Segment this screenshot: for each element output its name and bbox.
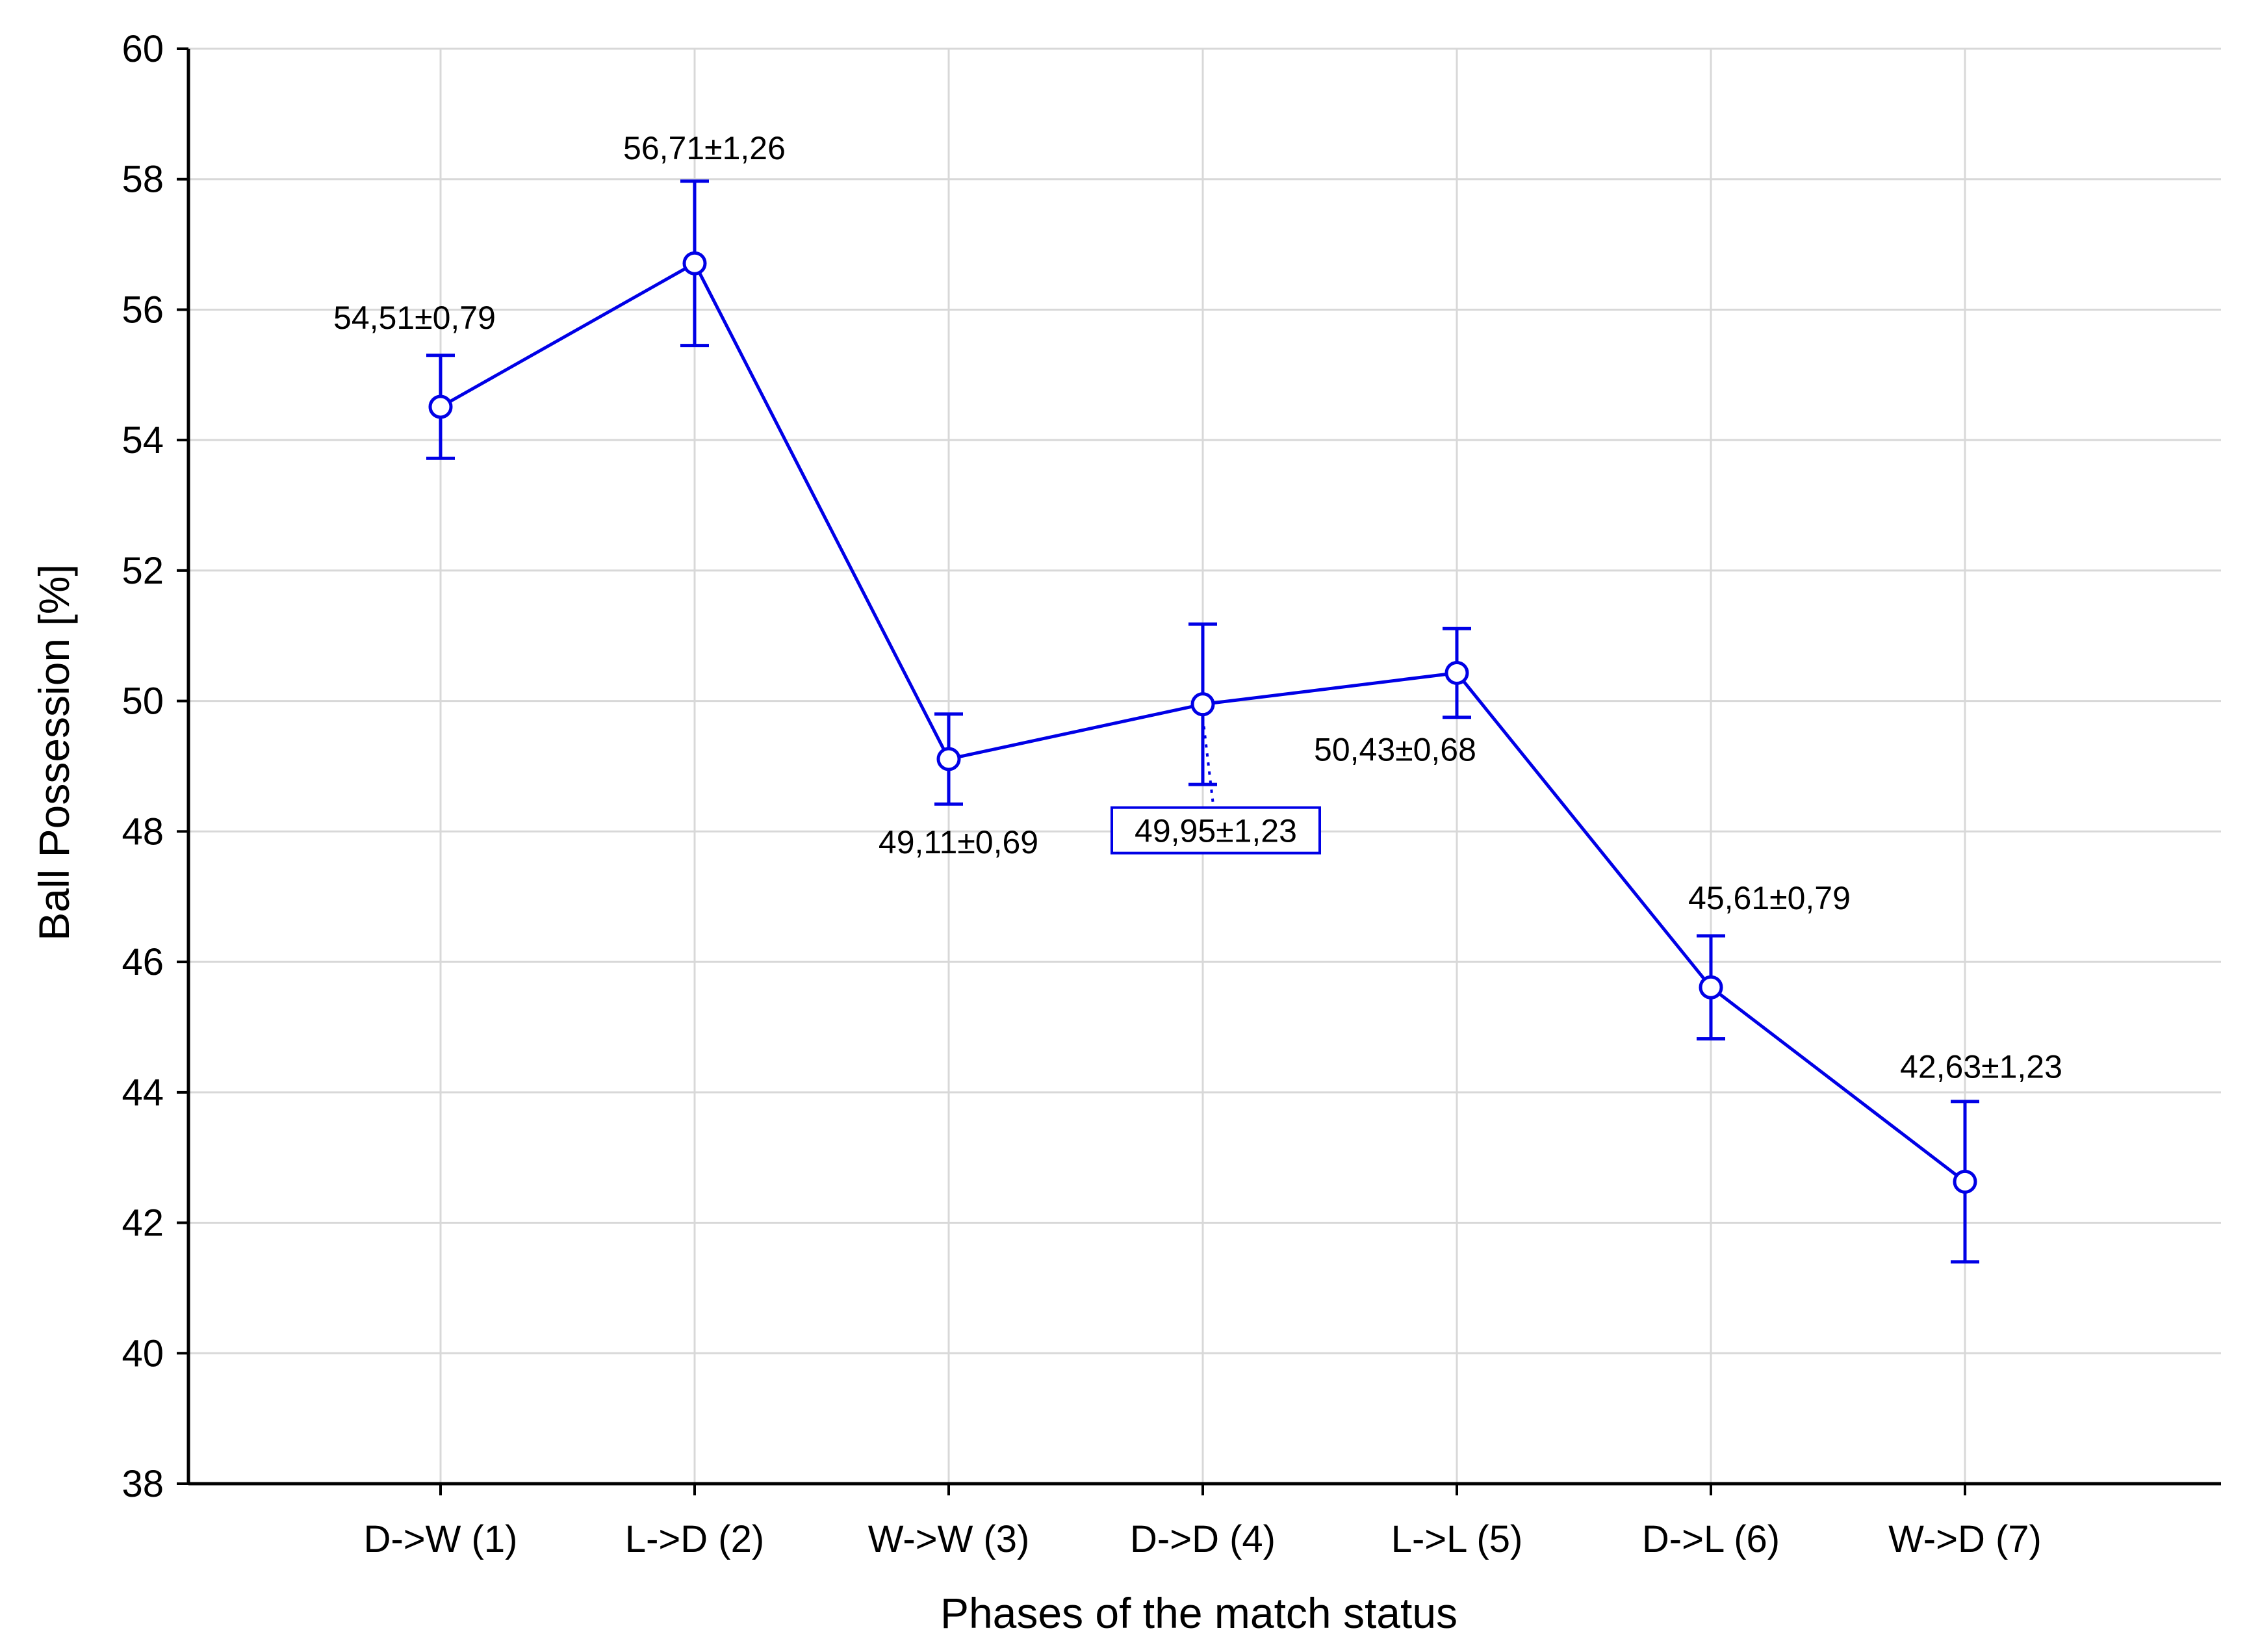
data-series xyxy=(426,179,1979,1264)
data-point xyxy=(1444,660,1469,685)
data-point xyxy=(1699,975,1723,1000)
y-tick-label: 48 xyxy=(122,810,164,853)
x-tick-label: W->W (3) xyxy=(868,1518,1030,1560)
y-tick-label: 38 xyxy=(122,1463,164,1505)
y-tick-label: 54 xyxy=(122,419,164,461)
axes: 38 40 42 44 46 48 50 52 54 56 58 60 D->W (1) L->D (2)… xyxy=(122,28,2221,1560)
data-label: 49,11±0,69 xyxy=(879,824,1038,860)
y-tick-label: 40 xyxy=(122,1332,164,1375)
grid xyxy=(188,47,2221,1484)
y-tick-label: 60 xyxy=(122,28,164,70)
data-label: 54,51±0,79 xyxy=(333,300,496,336)
data-point xyxy=(682,251,707,276)
y-tick-label: 50 xyxy=(122,680,164,723)
x-tick-label: L->D (2) xyxy=(625,1518,764,1560)
x-tick-label: D->L (6) xyxy=(1642,1518,1780,1560)
y-tick-label: 58 xyxy=(122,159,164,201)
y-tick-label: 42 xyxy=(122,1202,164,1245)
y-axis-title: Ball Possession [%] xyxy=(30,564,78,941)
y-tick-label: 46 xyxy=(122,941,164,983)
data-point xyxy=(936,747,961,771)
y-tick-label: 56 xyxy=(122,289,164,331)
x-axis-title: Phases of the match status xyxy=(940,1589,1457,1637)
data-label: 42,63±1,23 xyxy=(1900,1048,2062,1085)
data-label: 50,43±0,68 xyxy=(1314,731,1476,768)
x-tick-label: D->D (4) xyxy=(1130,1518,1276,1560)
data-label: 49,95±1,23 xyxy=(1135,813,1297,849)
data-point xyxy=(1953,1169,1977,1194)
data-point xyxy=(1190,692,1215,717)
data-point xyxy=(428,394,453,419)
data-label: 45,61±0,79 xyxy=(1688,880,1851,916)
label-leader-line xyxy=(1201,717,1216,816)
x-tick-label: W->D (7) xyxy=(1888,1518,2042,1560)
data-labels: 54,51±0,79 56,71±1,26 49,11±0,69 49,95±1,23… xyxy=(333,130,2062,1085)
y-tick-label: 52 xyxy=(122,550,164,592)
x-tick-label: L->L (5) xyxy=(1391,1518,1523,1560)
data-label: 56,71±1,26 xyxy=(623,130,786,166)
highlighted-label-box xyxy=(1111,806,1321,855)
x-tick-label: D->W (1) xyxy=(364,1518,518,1560)
y-tick-label: 44 xyxy=(122,1072,164,1114)
